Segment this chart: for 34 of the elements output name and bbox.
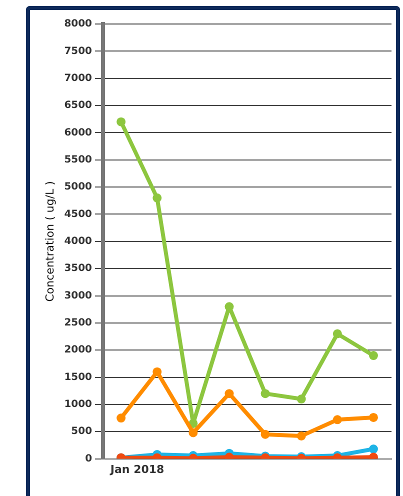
- y-tick-label: 2500: [64, 318, 92, 329]
- y-tick-label: 500: [71, 426, 92, 438]
- y-tick-label: 8000: [64, 18, 92, 30]
- y-tick-label: 3500: [64, 263, 92, 274]
- point: [152, 193, 162, 202]
- y-tick-label: 4000: [64, 236, 92, 247]
- y-tick-label: 2000: [64, 344, 92, 356]
- y-tick-label: 7500: [64, 46, 92, 57]
- point: [332, 415, 342, 424]
- y-tick-label: 1000: [64, 399, 92, 410]
- y-axis-title: Concentration ( ug/L ): [43, 181, 56, 302]
- point: [260, 389, 270, 398]
- point: [368, 412, 378, 422]
- y-tick-label: 5000: [64, 182, 92, 193]
- y-tick-label: 1500: [64, 372, 92, 383]
- point: [116, 414, 126, 423]
- y-tick-label: 5500: [64, 154, 92, 166]
- point: [152, 367, 162, 376]
- point: [116, 117, 126, 126]
- y-tick-label: 3000: [64, 290, 92, 302]
- y-tick-label: 6500: [64, 100, 92, 112]
- point: [224, 389, 234, 398]
- y-tick-label: 4500: [64, 208, 92, 220]
- point: [296, 394, 306, 404]
- y-tick-label: 6000: [64, 127, 92, 138]
- point: [188, 428, 198, 438]
- point: [260, 430, 270, 439]
- point: [332, 329, 342, 338]
- point: [296, 431, 306, 440]
- y-tick-label: 0: [85, 453, 92, 464]
- point: [368, 444, 378, 454]
- y-tick-label: 7000: [64, 72, 92, 84]
- point: [368, 351, 378, 360]
- text: Jan 2018: [109, 463, 164, 476]
